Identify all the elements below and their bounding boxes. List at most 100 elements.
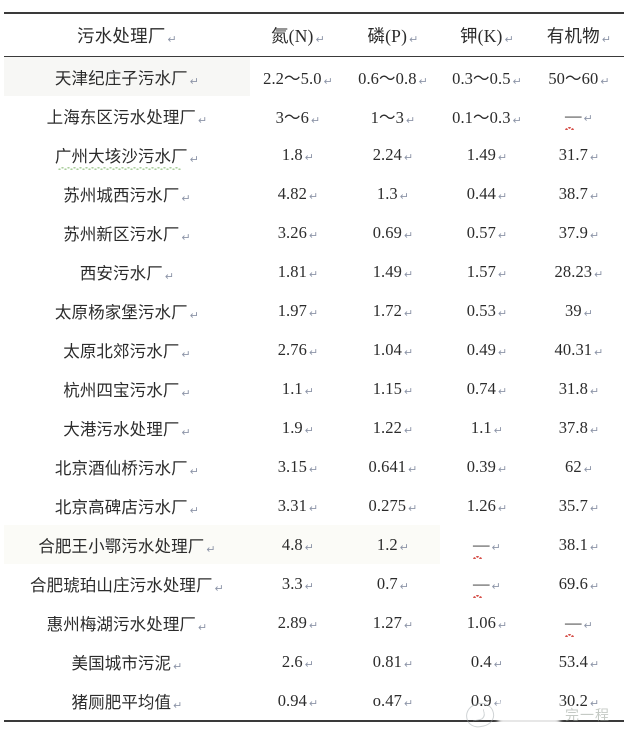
cell-nitrogen-value: 3～6 bbox=[275, 107, 309, 127]
paragraph-mark-icon: ↵ bbox=[198, 114, 208, 127]
cell-nitrogen: 1.9 ↵ bbox=[250, 408, 346, 447]
paragraph-mark-icon: ↵ bbox=[589, 697, 600, 710]
cell-plant-value: 北京酒仙桥污水厂 bbox=[54, 458, 188, 478]
paragraph-mark-icon: ↵ bbox=[189, 504, 200, 517]
paragraph-mark-icon: ↵ bbox=[589, 151, 600, 164]
paragraph-mark-icon: ↵ bbox=[308, 190, 319, 203]
cell-phosphorus-value: 2.24 bbox=[372, 144, 402, 164]
cell-nitrogen: 2.2～5.0 ↵ bbox=[250, 57, 346, 97]
cell-nitrogen-value: 4.82 bbox=[277, 183, 307, 203]
cell-phosphorus-value: 0.275 bbox=[368, 495, 407, 515]
cell-phosphorus-value: 1.15 bbox=[372, 378, 402, 398]
cell-potassium: 1.1 ↵ bbox=[440, 408, 534, 447]
cell-potassium-value: 0.53 bbox=[466, 300, 496, 320]
cell-potassium-value: 0.57 bbox=[466, 222, 496, 242]
cell-plant-value: 北京高碑店污水厂 bbox=[54, 497, 188, 517]
cell-organic: 62 ↵ bbox=[534, 447, 624, 486]
cell-plant: 大港污水处理厂 ↵ bbox=[4, 408, 250, 447]
column-header-potassium-label: 钾(K) bbox=[459, 25, 503, 46]
paragraph-mark-icon: ↵ bbox=[167, 33, 177, 46]
cell-plant-value: 苏州新区污水厂 bbox=[63, 224, 180, 244]
cell-phosphorus: 2.24 ↵ bbox=[346, 135, 440, 174]
cell-phosphorus: 1.2 ↵ bbox=[346, 525, 440, 564]
cell-phosphorus-value: 1.49 bbox=[372, 261, 402, 281]
table-row: 合肥王小鄂污水处理厂 ↵ 4.8 ↵ 1.2 ↵ — ↵ 38.1 ↵ bbox=[4, 525, 624, 564]
cell-plant: 苏州城西污水厂 ↵ bbox=[4, 174, 250, 213]
cell-nitrogen-value: 3.31 bbox=[277, 495, 307, 515]
cell-nitrogen: 4.8 ↵ bbox=[250, 525, 346, 564]
cell-nitrogen: 3.26 ↵ bbox=[250, 213, 346, 252]
paragraph-mark-icon: ↵ bbox=[409, 33, 419, 46]
column-header-plant-label: 污水处理厂 bbox=[77, 25, 166, 46]
table-row: 广州大垓沙污水厂 ↵ 1.8 ↵ 2.24 ↵ 1.49 ↵ 31.7 ↵ bbox=[4, 135, 624, 174]
cell-potassium: 1.49 ↵ bbox=[440, 135, 534, 174]
table-row: 苏州城西污水厂 ↵ 4.82 ↵ 1.3 ↵ 0.44 ↵ 38.7 ↵ bbox=[4, 174, 624, 213]
cell-nitrogen: 0.94 ↵ bbox=[250, 681, 346, 721]
cell-potassium: 0.39 ↵ bbox=[440, 447, 534, 486]
table-row: 北京酒仙桥污水厂 ↵ 3.15 ↵ 0.641 ↵ 0.39 ↵ 62 ↵ bbox=[4, 447, 624, 486]
cell-organic: 39 ↵ bbox=[534, 291, 624, 330]
cell-organic: 38.7 ↵ bbox=[534, 174, 624, 213]
cell-organic-value: 31.7 bbox=[558, 144, 588, 164]
cell-organic-value: 38.1 bbox=[558, 534, 588, 554]
column-header-phosphorus-label: 磷(P) bbox=[367, 25, 408, 46]
paragraph-mark-icon: ↵ bbox=[589, 424, 600, 437]
cell-nitrogen: 1.81 ↵ bbox=[250, 252, 346, 291]
paragraph-mark-icon: ↵ bbox=[589, 229, 600, 242]
cell-plant: 猪厕肥平均值 ↵ bbox=[4, 681, 250, 721]
cell-nitrogen: 2.6 ↵ bbox=[250, 642, 346, 681]
cell-organic-value: — bbox=[565, 105, 582, 130]
cell-nitrogen-value: 1.1 bbox=[281, 378, 303, 398]
cell-plant-value: 杭州四宝污水厂 bbox=[63, 380, 180, 400]
cell-plant-value: 惠州梅湖污水处理厂 bbox=[46, 614, 197, 634]
cell-organic-value: 37.9 bbox=[558, 222, 588, 242]
cell-phosphorus-value: 0.81 bbox=[372, 651, 402, 671]
paragraph-mark-icon: ↵ bbox=[589, 541, 600, 554]
cell-phosphorus: 0.81 ↵ bbox=[346, 642, 440, 681]
cell-plant: 北京高碑店污水厂 ↵ bbox=[4, 486, 250, 525]
cell-nitrogen: 4.82 ↵ bbox=[250, 174, 346, 213]
cell-organic-value: 35.7 bbox=[558, 495, 588, 515]
table-row: 合肥琥珀山庄污水处理厂 ↵ 3.3 ↵ 0.7 ↵ — ↵ 69.6 ↵ bbox=[4, 564, 624, 603]
paragraph-mark-icon: ↵ bbox=[497, 268, 508, 281]
cell-phosphorus: o.47 ↵ bbox=[346, 681, 440, 721]
cell-phosphorus: 0.7 ↵ bbox=[346, 564, 440, 603]
cell-organic: 37.8 ↵ bbox=[534, 408, 624, 447]
cell-nitrogen-value: 2.76 bbox=[277, 339, 307, 359]
cell-plant: 苏州新区污水厂 ↵ bbox=[4, 213, 250, 252]
cell-nitrogen: 3～6 ↵ bbox=[250, 96, 346, 135]
paragraph-mark-icon: ↵ bbox=[399, 541, 410, 554]
cell-plant-value: 上海东区污水处理厂 bbox=[46, 107, 197, 127]
paragraph-mark-icon: ↵ bbox=[504, 33, 514, 46]
paragraph-mark-icon: ↵ bbox=[308, 463, 319, 476]
paragraph-mark-icon: ↵ bbox=[304, 424, 315, 437]
cell-plant-value: 大港污水处理厂 bbox=[63, 419, 180, 439]
cell-organic-value: 38.7 bbox=[558, 183, 588, 203]
cell-plant-value: 西安污水厂 bbox=[79, 263, 163, 283]
cell-potassium: 0.49 ↵ bbox=[440, 330, 534, 369]
paragraph-mark-icon: ↵ bbox=[304, 580, 315, 593]
table-row: 杭州四宝污水厂 ↵ 1.1 ↵ 1.15 ↵ 0.74 ↵ 31.8 ↵ bbox=[4, 369, 624, 408]
table-row: 太原杨家堡污水厂 ↵ 1.97 ↵ 1.72 ↵ 0.53 ↵ 39 ↵ bbox=[4, 291, 624, 330]
table-row: 猪厕肥平均值 ↵ 0.94 ↵ o.47 ↵ 0.9 ↵ 30.2 ↵ bbox=[4, 681, 624, 721]
cell-potassium-value: 0.49 bbox=[466, 339, 496, 359]
paragraph-mark-icon: ↵ bbox=[589, 580, 600, 593]
cell-organic: 35.7 ↵ bbox=[534, 486, 624, 525]
cell-potassium-value: 1.57 bbox=[466, 261, 496, 281]
cell-potassium-value: 1.49 bbox=[466, 144, 496, 164]
cell-plant: 合肥王小鄂污水处理厂 ↵ bbox=[4, 525, 250, 564]
cell-phosphorus-value: 1.2 bbox=[376, 534, 398, 554]
cell-plant-value: 广州大垓沙污水厂 bbox=[54, 146, 188, 166]
cell-organic-value: 39 bbox=[564, 300, 582, 320]
cell-phosphorus-value: 1.22 bbox=[372, 417, 402, 437]
cell-phosphorus-value: 1.04 bbox=[372, 339, 402, 359]
cell-potassium-value: 1.06 bbox=[466, 612, 496, 632]
cell-nitrogen: 3.31 ↵ bbox=[250, 486, 346, 525]
paragraph-mark-icon: ↵ bbox=[589, 385, 600, 398]
cell-potassium: 0.1～0.3 ↵ bbox=[440, 96, 534, 135]
cell-organic: 38.1 ↵ bbox=[534, 525, 624, 564]
paragraph-mark-icon: ↵ bbox=[408, 463, 418, 476]
paragraph-mark-icon: ↵ bbox=[497, 307, 508, 320]
paragraph-mark-icon: ↵ bbox=[315, 33, 325, 46]
paragraph-mark-icon: ↵ bbox=[497, 502, 508, 515]
